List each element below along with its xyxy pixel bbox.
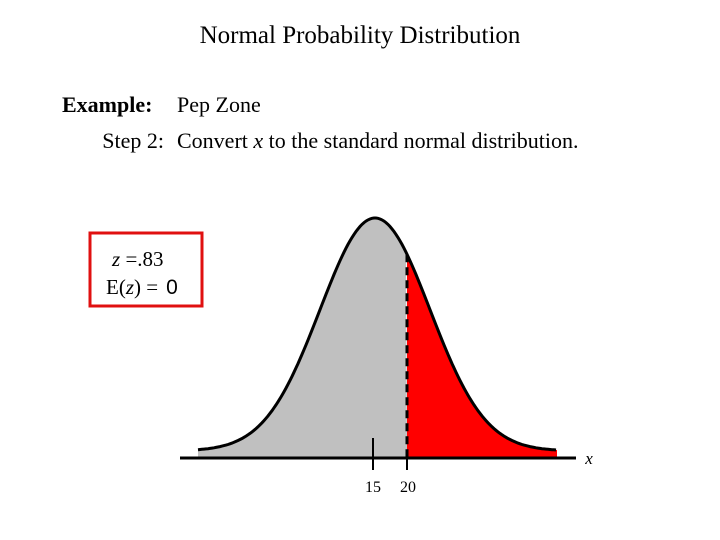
e-var: z [125, 275, 134, 299]
tick-label: 15 [365, 479, 381, 496]
step-variable: x [252, 128, 263, 153]
step-text-after: to the standard normal distribution. [269, 128, 579, 153]
tick-label: 20 [400, 479, 416, 496]
e-open: E( [106, 275, 126, 299]
z-line: z =.83 [111, 247, 164, 271]
e-value: 0 [166, 276, 178, 299]
z-value: =.83 [125, 247, 163, 271]
slide-title: Normal Probability Distribution [200, 22, 521, 49]
tail-area [407, 254, 557, 458]
z-box [88, 231, 204, 308]
step-text: Convert x to the standard normal distrib… [177, 128, 578, 153]
e-line: E(z) = 0 [106, 275, 178, 299]
e-close: ) = [134, 275, 158, 299]
left-area [198, 218, 407, 458]
example-label: Example: [62, 92, 152, 117]
example-text: Pep Zone [177, 92, 261, 117]
normal-curve [197, 216, 557, 458]
z-label: z [111, 247, 120, 271]
axis-label: x [584, 449, 593, 468]
curve-outline [197, 216, 557, 452]
step-label: Step 2: [102, 128, 164, 153]
step-text-before: Convert [177, 128, 248, 153]
